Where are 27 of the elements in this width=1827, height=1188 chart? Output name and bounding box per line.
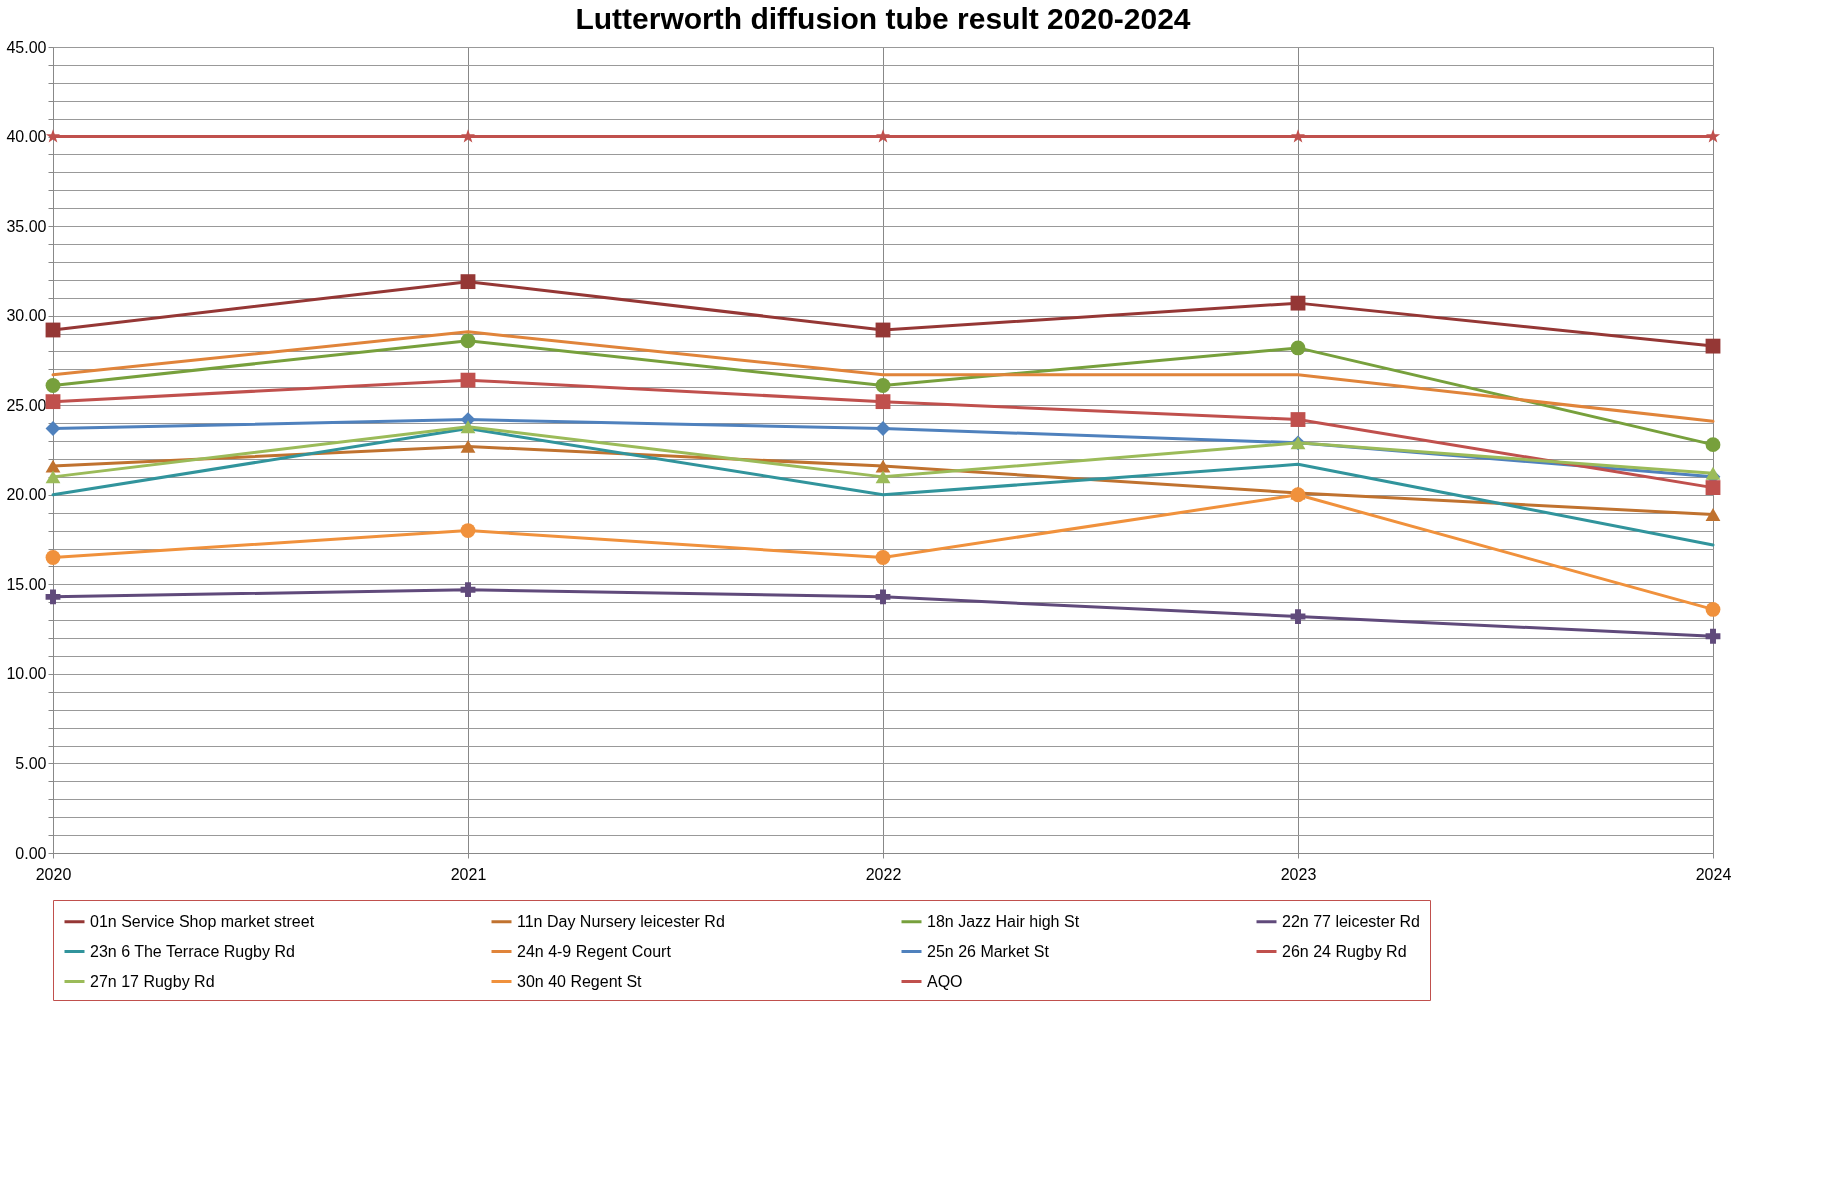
legend-label: 01n Service Shop market street (90, 912, 315, 930)
y-tick-label: 0.00 (15, 844, 47, 862)
chart-title: Lutterworth diffusion tube result 2020-2024 (575, 2, 1191, 35)
y-tick-label: 5.00 (15, 754, 47, 772)
legend-label: 30n 40 Regent St (517, 972, 643, 990)
y-tick-label: 35.00 (6, 217, 47, 235)
y-tick-label: 25.00 (6, 396, 47, 414)
legend-label: 23n 6 The Terrace Rugby Rd (90, 942, 295, 960)
legend-label: 24n 4-9 Regent Court (517, 942, 672, 960)
x-tick-label: 2022 (865, 865, 902, 883)
x-tick-label: 2021 (450, 865, 487, 883)
y-tick-label: 30.00 (6, 307, 47, 325)
legend-label: 11n Day Nursery leicester Rd (517, 912, 725, 930)
x-tick-label: 2024 (1695, 865, 1732, 883)
legend-label: 25n 26 Market St (927, 942, 1050, 960)
legend-label: AQO (927, 972, 963, 990)
y-tick-label: 20.00 (6, 486, 47, 504)
x-tick-label: 2020 (35, 865, 72, 883)
y-tick-label: 45.00 (6, 38, 47, 56)
legend-label: 26n 24 Rugby Rd (1282, 942, 1407, 960)
x-tick-label: 2023 (1280, 865, 1317, 883)
legend-label: 18n Jazz Hair high St (927, 912, 1080, 930)
legend-label: 27n 17 Rugby Rd (90, 972, 215, 990)
legend-label: 22n 77 leicester Rd (1282, 912, 1420, 930)
y-tick-label: 10.00 (6, 665, 47, 683)
y-tick-label: 15.00 (6, 575, 47, 593)
y-tick-label: 40.00 (6, 128, 47, 146)
